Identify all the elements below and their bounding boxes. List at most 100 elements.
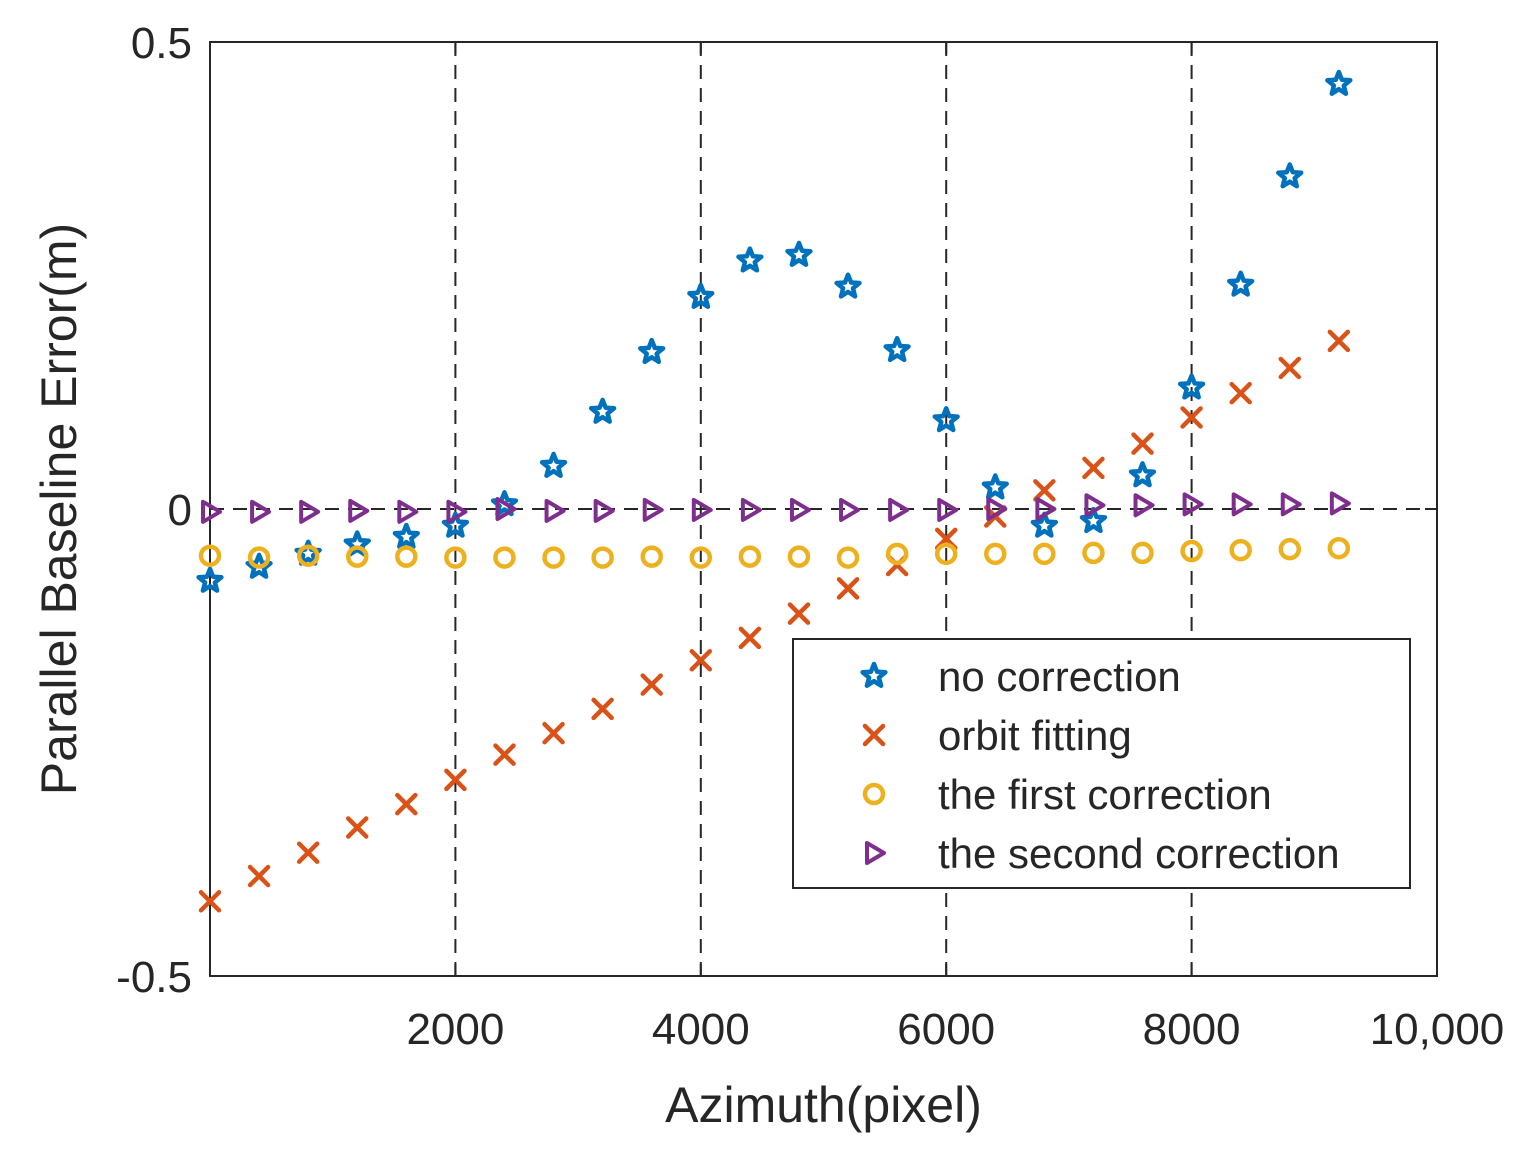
point-the-second-correction (446, 499, 468, 524)
legend-entries: no correction orbit fitting the first corr… (860, 653, 1340, 877)
point-the-first-correction (1278, 537, 1302, 561)
legend-marker-the-second-correction (865, 841, 886, 865)
series-the-first-correction (198, 536, 1351, 569)
y-tick-label: -0.5 (116, 953, 192, 1002)
point-orbit-fitting (1327, 329, 1351, 353)
point-the-first-correction (247, 546, 271, 569)
legend-box (792, 638, 1411, 889)
point-no-correction (539, 451, 568, 478)
point-orbit-fitting (395, 792, 418, 816)
point-the-first-correction (1131, 541, 1154, 565)
point-orbit-fitting (1278, 356, 1302, 380)
point-the-first-correction (885, 542, 909, 566)
legend-label-no-correction: no correction (938, 653, 1181, 700)
point-no-correction (1177, 373, 1206, 400)
x-tick-label: 8000 (1143, 1005, 1241, 1054)
point-the-second-correction (544, 498, 566, 523)
point-the-second-correction (740, 497, 762, 522)
point-the-second-correction (201, 499, 222, 524)
point-no-correction (932, 406, 960, 433)
point-the-second-correction (495, 497, 517, 521)
legend-label-orbit-fitting: orbit fitting (938, 712, 1132, 759)
point-the-second-correction (593, 498, 615, 523)
point-the-second-correction (397, 499, 419, 524)
point-the-second-correction (1231, 492, 1253, 517)
legend-label-the-second-correction: the second correction (938, 830, 1340, 877)
point-the-second-correction (1084, 493, 1106, 518)
point-the-first-correction (444, 546, 467, 569)
y-tick-label: 0.5 (131, 19, 192, 68)
point-orbit-fitting (247, 864, 271, 888)
point-the-first-correction (836, 546, 860, 569)
point-orbit-fitting (345, 816, 369, 839)
point-orbit-fitting (296, 841, 320, 864)
point-no-correction (588, 397, 617, 424)
point-the-first-correction (1180, 539, 1203, 563)
point-the-second-correction (839, 497, 861, 522)
point-the-first-correction (934, 542, 958, 566)
point-the-second-correction (348, 498, 370, 523)
point-no-correction (1030, 511, 1059, 538)
x-tick-label: 4000 (652, 1005, 750, 1054)
point-orbit-fitting (640, 673, 663, 696)
point-no-correction (1276, 162, 1304, 189)
point-the-second-correction (1280, 492, 1302, 517)
point-the-second-correction (1182, 492, 1204, 517)
point-orbit-fitting (542, 721, 565, 745)
point-the-first-correction (689, 546, 713, 569)
point-no-correction (981, 473, 1009, 500)
point-the-first-correction (1082, 541, 1105, 565)
point-the-first-correction (345, 545, 369, 568)
point-the-first-correction (493, 546, 516, 569)
legend-marker-the-first-correction (862, 782, 886, 806)
axis-ticks: 2000 4000 6000 8000 10,000 -0.5 0 0.5 (116, 19, 1504, 1054)
point-orbit-fitting (198, 890, 222, 913)
point-the-second-correction (691, 497, 713, 522)
point-orbit-fitting (689, 649, 713, 672)
point-no-correction (1325, 69, 1353, 96)
point-the-first-correction (198, 544, 222, 567)
data-markers (196, 69, 1353, 913)
point-no-correction (883, 335, 911, 363)
point-orbit-fitting (787, 602, 811, 625)
point-the-second-correction (789, 497, 811, 522)
point-the-first-correction (591, 546, 614, 569)
point-the-first-correction (787, 545, 811, 568)
point-the-second-correction (250, 499, 272, 524)
point-the-first-correction (984, 542, 1007, 566)
legend: no correction orbit fitting the first corr… (792, 638, 1411, 889)
point-the-first-correction (640, 545, 663, 568)
point-orbit-fitting (591, 697, 614, 721)
point-the-second-correction (888, 497, 910, 522)
series-the-second-correction (201, 491, 1351, 524)
point-the-first-correction (542, 546, 565, 569)
point-no-correction (638, 337, 666, 365)
point-no-correction (1079, 506, 1108, 534)
point-the-second-correction (1133, 493, 1155, 518)
point-the-second-correction (1329, 491, 1351, 516)
point-the-second-correction (642, 497, 664, 522)
point-no-correction (687, 282, 715, 309)
point-orbit-fitting (1180, 406, 1203, 429)
legend-label-the-first-correction: the first correction (938, 771, 1272, 818)
point-orbit-fitting (836, 577, 860, 600)
point-the-first-correction (1033, 542, 1056, 566)
y-axis-title: Parallel Baseline Error(m) (31, 223, 87, 795)
point-orbit-fitting (493, 743, 516, 766)
x-tick-label: 10,000 (1370, 1005, 1505, 1054)
point-the-first-correction (738, 545, 762, 568)
x-axis-title: Azimuth(pixel) (665, 1077, 982, 1133)
point-no-correction (392, 522, 420, 549)
point-no-correction (834, 272, 862, 299)
point-the-second-correction (986, 497, 1008, 521)
point-no-correction (736, 246, 764, 273)
legend-marker-no-correction (860, 661, 888, 688)
legend-marker-orbit-fitting (862, 723, 886, 747)
point-the-first-correction (395, 545, 418, 568)
point-orbit-fitting (738, 626, 762, 650)
point-orbit-fitting (1131, 432, 1154, 455)
point-no-correction (1128, 461, 1157, 488)
point-no-correction (196, 566, 224, 593)
